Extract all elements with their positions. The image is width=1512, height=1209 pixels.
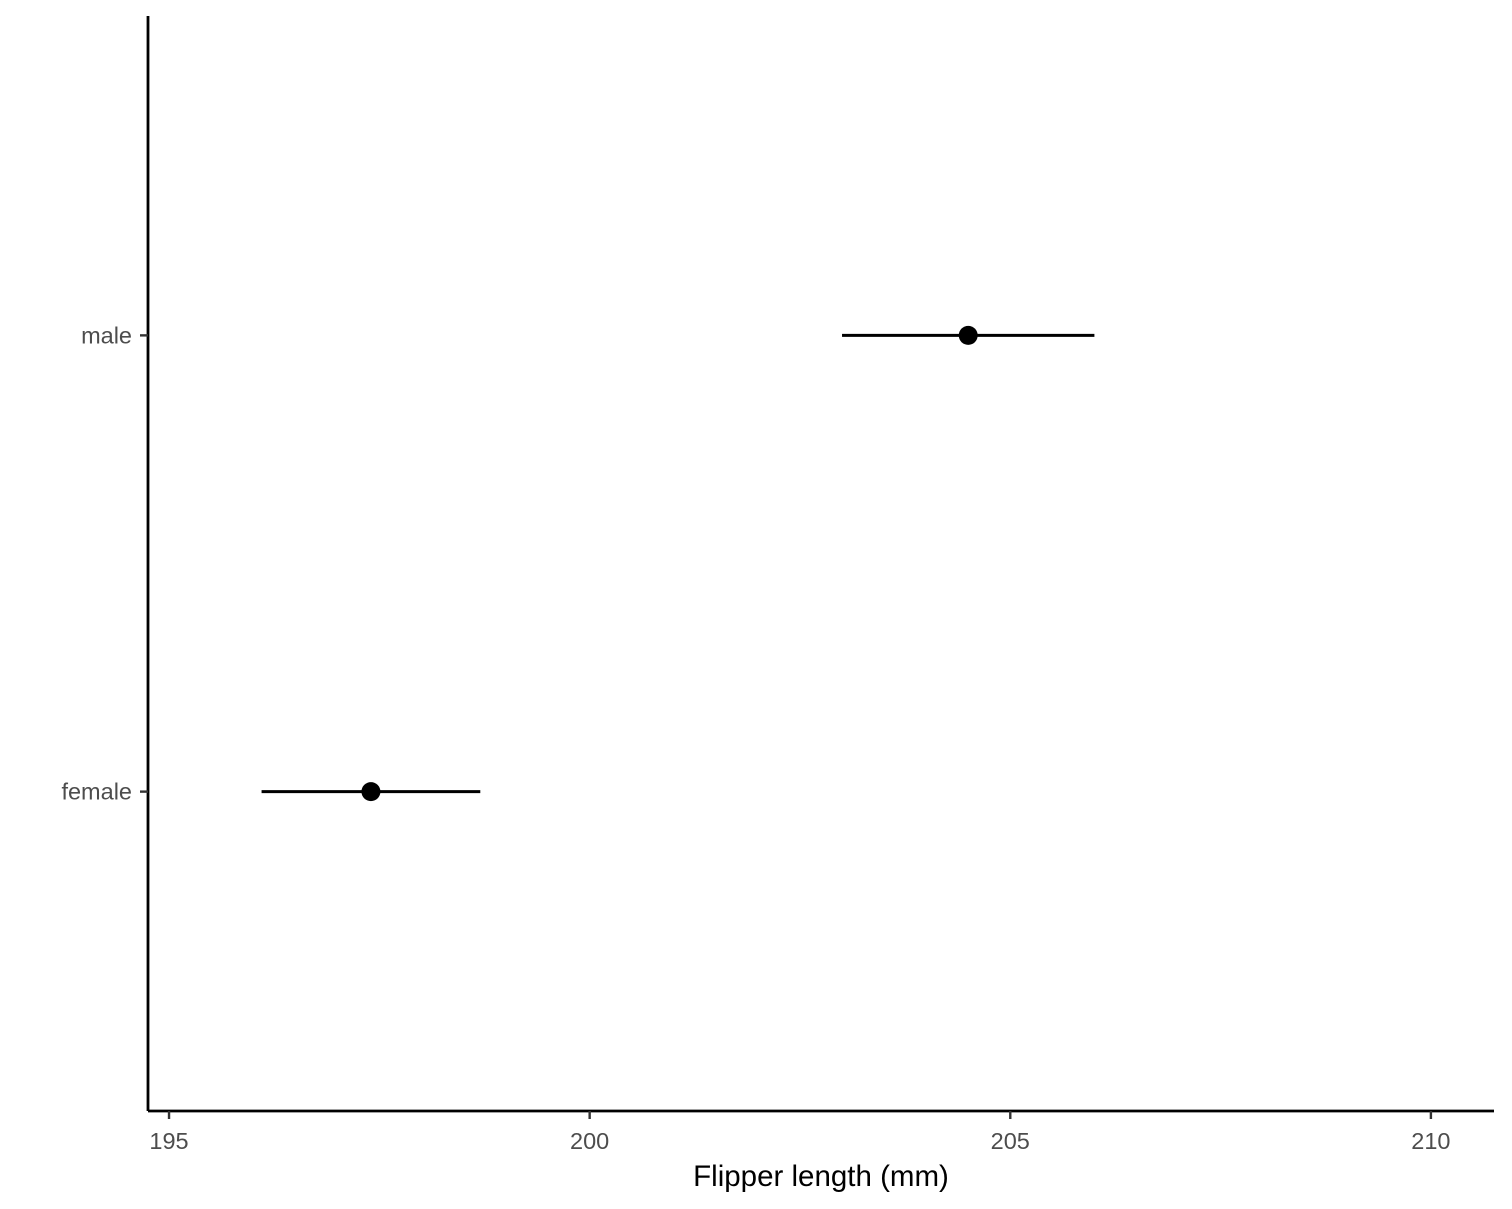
y-tick-label: male [81, 322, 132, 348]
estimate-point-female [361, 782, 381, 802]
y-axis-ticks: female male [61, 322, 148, 805]
x-axis-ticks: 195 200 205 210 [149, 1111, 1451, 1154]
x-tick-label: 210 [1411, 1128, 1450, 1154]
x-tick-label: 200 [570, 1128, 609, 1154]
y-tick-label: female [61, 779, 132, 805]
estimate-point-male [958, 325, 978, 345]
axes [146, 16, 1494, 1113]
x-tick-label: 205 [991, 1128, 1030, 1154]
x-tick-label: 195 [149, 1128, 188, 1154]
x-axis-title: Flipper length (mm) [693, 1160, 949, 1193]
data-marks [261, 325, 1095, 802]
